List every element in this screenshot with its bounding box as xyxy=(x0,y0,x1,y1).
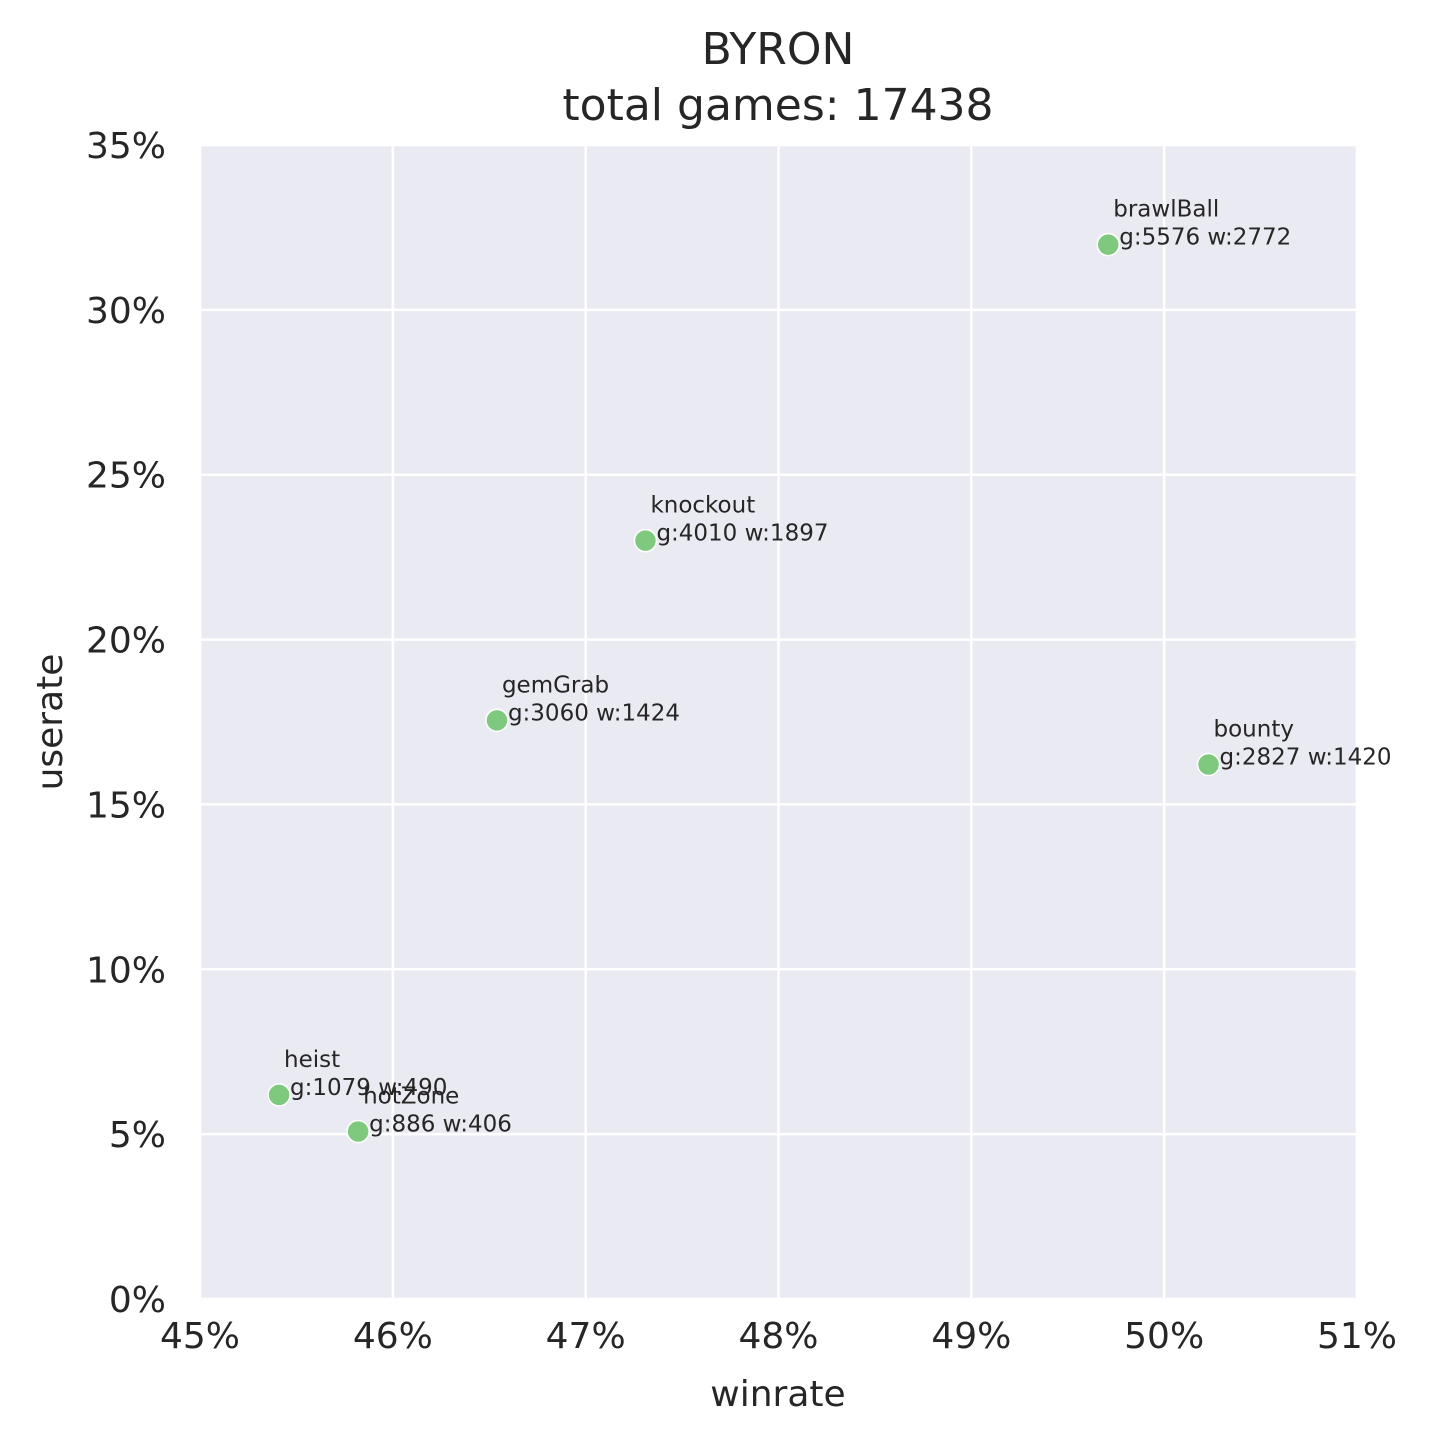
x-tick-label: 50% xyxy=(1124,1316,1204,1357)
chart-title: BYRON xyxy=(702,24,855,75)
y-tick-label: 30% xyxy=(86,291,166,332)
y-tick-label: 20% xyxy=(86,621,166,662)
y-tick-label: 10% xyxy=(86,950,166,991)
data-points xyxy=(267,232,1221,1144)
point-label-stats: g:4010 w:1897 xyxy=(656,521,828,547)
data-point-knockout xyxy=(633,528,658,553)
x-tick-label: 51% xyxy=(1317,1316,1397,1357)
y-tick-label: 0% xyxy=(109,1280,166,1321)
x-tick-label: 48% xyxy=(738,1316,818,1357)
point-label-stats: g:886 w:406 xyxy=(369,1112,512,1138)
data-point-brawlBall xyxy=(1096,232,1120,257)
grid-lines xyxy=(198,143,1359,1301)
point-label-stats: g:1079 w:490 xyxy=(290,1075,447,1101)
point-label-name: knockout xyxy=(650,493,755,519)
y-axis-ticks: 0% 5% 10% 15% 20% 25% 30% 35% xyxy=(86,126,166,1321)
point-label-stats: g:2827 w:1420 xyxy=(1220,745,1392,771)
point-label-name: brawlBall xyxy=(1113,197,1219,223)
x-axis-ticks: 45% 46% 47% 48% 49% 50% 51% xyxy=(160,1316,1397,1357)
y-tick-label: 35% xyxy=(86,126,166,167)
point-label-stats: g:5576 w:2772 xyxy=(1119,225,1291,251)
point-label-stats: g:3060 w:1424 xyxy=(508,700,680,726)
x-tick-label: 49% xyxy=(931,1316,1011,1357)
y-tick-label: 25% xyxy=(86,456,166,497)
point-label-name: hotZone xyxy=(363,1084,459,1110)
data-point-hotZone xyxy=(346,1119,370,1144)
y-tick-label: 5% xyxy=(109,1115,166,1156)
x-tick-label: 46% xyxy=(353,1316,433,1357)
x-axis-label: winrate xyxy=(710,1374,845,1415)
point-label-name: gemGrab xyxy=(502,672,609,698)
y-tick-label: 15% xyxy=(86,785,166,826)
y-axis-label: userate xyxy=(30,654,71,791)
x-tick-label: 45% xyxy=(160,1316,240,1357)
data-point-gemGrab xyxy=(485,708,509,733)
data-point-heist xyxy=(267,1083,291,1107)
data-point-bounty xyxy=(1196,752,1221,777)
point-label-name: bounty xyxy=(1214,717,1294,743)
x-tick-label: 47% xyxy=(546,1316,626,1357)
chart-subtitle: total games: 17438 xyxy=(562,80,993,131)
point-label-name: heist xyxy=(284,1047,340,1073)
